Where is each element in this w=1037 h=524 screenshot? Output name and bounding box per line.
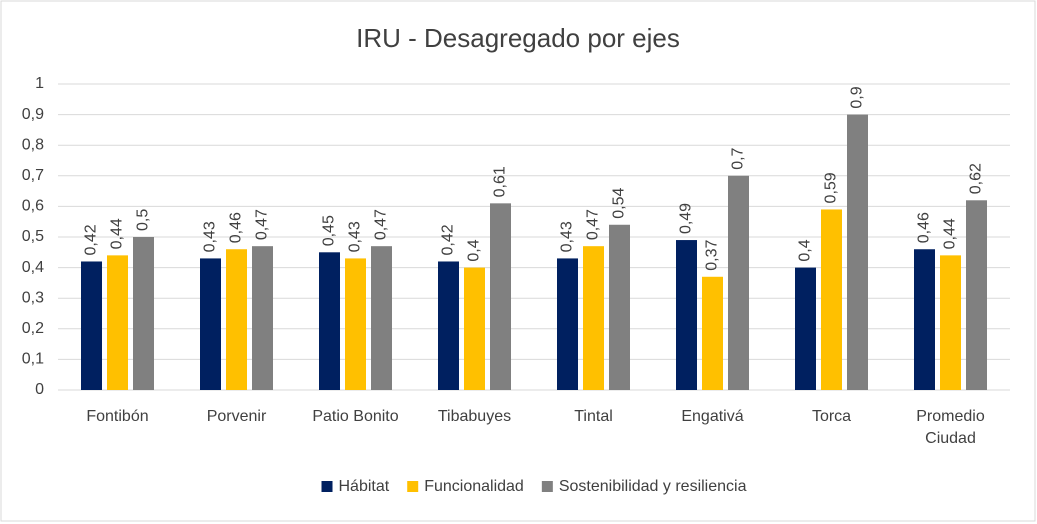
- data-label: 0,42: [83, 224, 100, 255]
- data-label: 0,43: [559, 221, 576, 252]
- data-label: 0,47: [585, 209, 602, 240]
- data-label: 0,45: [321, 215, 338, 246]
- x-tick-label: Torca: [811, 408, 852, 425]
- data-label: 0,9: [849, 86, 866, 108]
- data-label: 0,7: [730, 147, 747, 169]
- bar: [133, 237, 154, 390]
- y-tick-label: 0,6: [22, 198, 44, 215]
- y-tick-label: 0,8: [22, 136, 44, 153]
- y-tick-label: 0,4: [22, 259, 44, 276]
- bar: [728, 175, 749, 390]
- bar: [847, 114, 868, 390]
- data-label: 0,4: [797, 239, 814, 261]
- legend-label: Sostenibilidad y resiliencia: [559, 478, 747, 495]
- data-label: 0,47: [254, 209, 271, 240]
- y-tick-label: 0: [35, 381, 44, 398]
- y-tick-label: 1: [35, 75, 44, 92]
- data-label: 0,43: [202, 221, 219, 252]
- bar: [583, 246, 604, 390]
- bar: [438, 261, 459, 390]
- data-label: 0,47: [373, 209, 390, 240]
- bar: [252, 246, 273, 390]
- data-label: 0,44: [109, 218, 126, 249]
- chart-title: IRU - Desagregado por ejes: [356, 23, 680, 53]
- bar: [702, 276, 723, 390]
- bar: [821, 209, 842, 390]
- x-tick-label: Fontibón: [86, 408, 149, 425]
- data-label: 0,61: [492, 166, 509, 197]
- bar: [676, 240, 697, 390]
- bar: [371, 246, 392, 390]
- x-tick-label: Tibabuyes: [437, 408, 512, 425]
- data-label: 0,4: [466, 239, 483, 261]
- legend-label: Hábitat: [339, 478, 390, 495]
- bar: [966, 200, 987, 390]
- bar: [200, 258, 221, 390]
- y-tick-label: 0,2: [22, 320, 44, 337]
- bar: [81, 261, 102, 390]
- bar: [226, 249, 247, 390]
- data-label: 0,42: [440, 224, 457, 255]
- data-label: 0,49: [678, 203, 695, 234]
- y-tick-label: 0,1: [22, 351, 44, 368]
- data-label: 0,37: [704, 240, 721, 271]
- data-label: 0,46: [228, 212, 245, 243]
- data-label: 0,59: [823, 172, 840, 203]
- bar: [914, 249, 935, 390]
- x-tick-label: Tintal: [574, 408, 613, 425]
- bar: [464, 267, 485, 390]
- bar: [107, 255, 128, 390]
- bar: [319, 252, 340, 390]
- bar: [490, 203, 511, 390]
- legend-swatch: [321, 481, 333, 492]
- bar: [795, 267, 816, 390]
- y-tick-label: 0,9: [22, 106, 44, 123]
- data-label: 0,54: [611, 188, 628, 219]
- x-tick-label: Engativá: [681, 408, 744, 425]
- y-tick-label: 0,5: [22, 228, 44, 245]
- y-tick-label: 0,7: [22, 167, 44, 184]
- data-label: 0,43: [347, 221, 364, 252]
- x-tick-label: Porvenir: [206, 408, 267, 425]
- x-tick-label: Patio Bonito: [312, 408, 399, 425]
- bar: [345, 258, 366, 390]
- bar: [557, 258, 578, 390]
- data-label: 0,5: [135, 209, 152, 231]
- data-label: 0,46: [916, 212, 933, 243]
- x-tick-label: Promedio Ciudad: [916, 408, 985, 447]
- legend-label: Funcionalidad: [424, 478, 524, 495]
- bar: [940, 255, 961, 390]
- y-tick-label: 0,3: [22, 289, 44, 306]
- legend-swatch: [407, 481, 419, 492]
- legend-swatch: [541, 481, 553, 492]
- data-label: 0,62: [968, 163, 985, 194]
- data-label: 0,44: [942, 218, 959, 249]
- bar: [609, 224, 630, 390]
